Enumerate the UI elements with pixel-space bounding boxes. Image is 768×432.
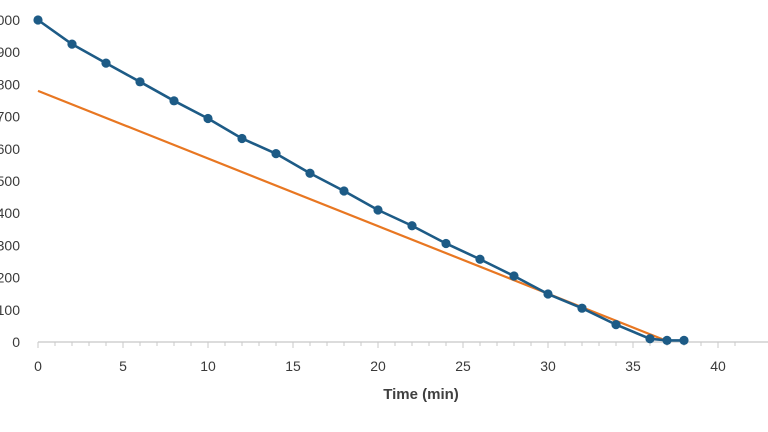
x-axis-ticks: 0 5 10 15 20 25 30 35 40 — [34, 342, 736, 374]
x-tick-label: 25 — [455, 358, 471, 374]
data-point — [645, 334, 655, 344]
data-point — [611, 320, 621, 330]
y-tick-label: 300 — [0, 237, 20, 253]
data-point — [373, 205, 383, 215]
data-point — [339, 186, 349, 196]
data-point — [662, 335, 672, 345]
data-point — [237, 133, 247, 144]
x-tick-label: 40 — [710, 358, 726, 374]
data-point — [543, 289, 553, 299]
data-point — [67, 39, 77, 49]
x-tick-label: 15 — [285, 358, 301, 374]
data-point — [407, 221, 417, 231]
x-tick-label: 10 — [200, 358, 216, 374]
y-tick-label: 400 — [0, 205, 20, 221]
y-tick-label: 100 — [0, 302, 20, 318]
y-tick-label: 600 — [0, 141, 20, 157]
series-layer — [33, 15, 689, 345]
data-point — [33, 15, 43, 25]
y-tick-label: 800 — [0, 76, 20, 92]
x-tick-label: 30 — [540, 358, 556, 374]
data-point — [577, 303, 587, 313]
y-tick-label: 200 — [0, 270, 20, 286]
x-tick-label: 5 — [119, 358, 127, 374]
y-axis-ticks: 000 900 800 700 600 500 400 300 200 100 0 — [0, 12, 20, 350]
series-line — [37, 18, 684, 342]
data-point — [509, 271, 519, 281]
data-point — [271, 149, 281, 159]
data-point — [305, 168, 315, 178]
data-point — [679, 335, 689, 345]
data-point — [475, 254, 485, 264]
x-axis-title: Time (min) — [383, 386, 459, 403]
data-point — [101, 58, 111, 68]
data-point — [135, 77, 145, 87]
y-tick-label: 000 — [0, 12, 20, 28]
y-tick-label: 0 — [12, 334, 20, 350]
data-point — [203, 113, 213, 124]
y-tick-label: 900 — [0, 44, 20, 60]
x-tick-label: 35 — [625, 358, 641, 374]
data-point — [441, 238, 451, 249]
x-tick-label: 20 — [370, 358, 386, 374]
y-tick-label: 700 — [0, 109, 20, 125]
x-tick-label: 0 — [34, 358, 42, 374]
y-tick-label: 500 — [0, 173, 20, 189]
data-point — [169, 96, 179, 106]
